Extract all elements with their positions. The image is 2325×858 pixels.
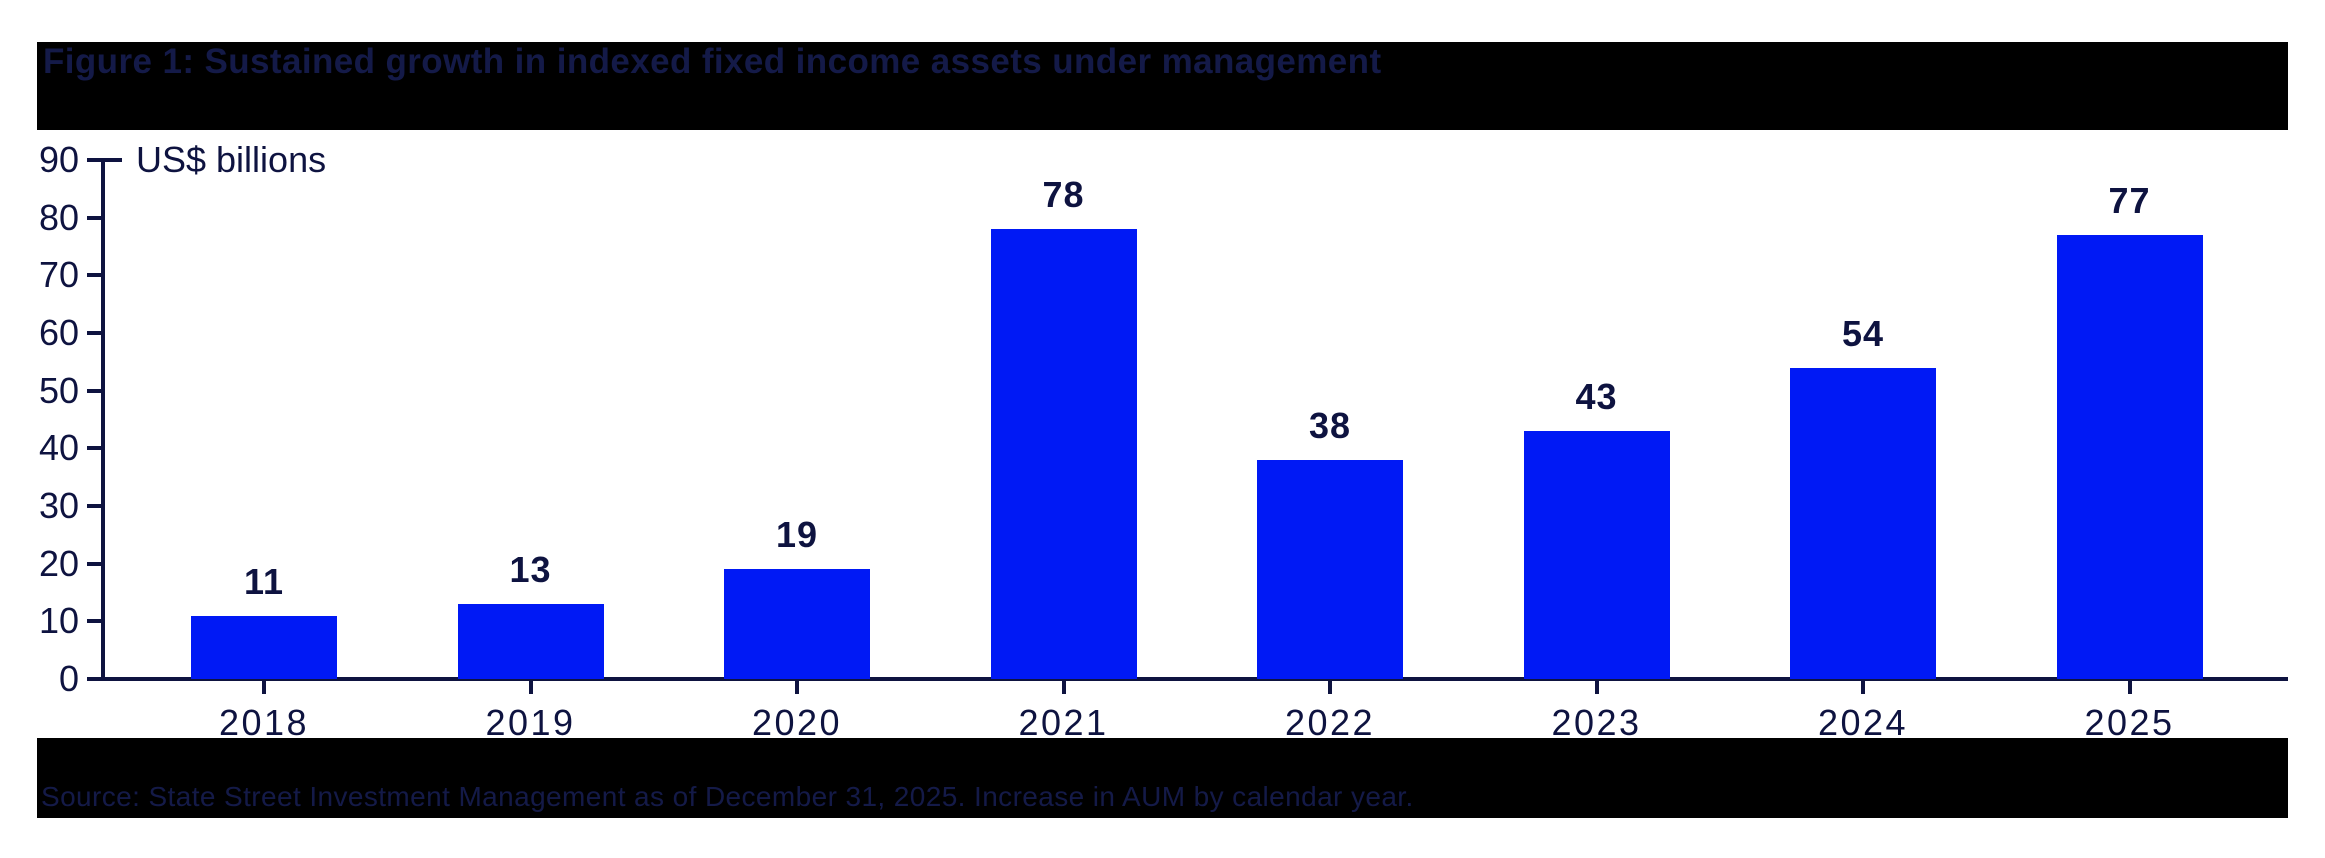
y-tick-label: 30 [38,485,79,526]
y-tick-label: 60 [38,312,79,353]
y-tick-label: 20 [38,542,79,584]
y-tick [87,619,101,624]
y-tick-label: 70 [38,254,79,296]
x-tick [1061,681,1066,694]
y-tick [87,677,101,681]
y-tick-label: 10 [38,600,79,642]
x-tick-label: 2024 [1817,702,1909,743]
y-axis-unit-label: US$ billions [136,139,327,180]
x-tick [1861,681,1865,694]
y-tick [87,561,101,566]
y-tick [87,158,122,162]
figure-title: Figure 1: Sustained growth in indexed fi… [43,42,1382,81]
bar-value-label: 13 [509,549,552,591]
x-tick-label: 2023 [1551,702,1642,743]
bar-value-label: 54 [1841,312,1885,354]
bar-value-label: 78 [1042,174,1085,216]
y-tick-label: 80 [38,196,79,238]
y-tick [87,215,101,220]
bar [1257,459,1403,679]
source-band: Source: State Street Investment Manageme… [37,738,2288,818]
x-tick-label: 2019 [485,702,576,743]
x-tick [795,681,799,694]
y-tick-label: 40 [38,427,79,469]
bar [191,615,337,679]
bar [1790,367,1936,679]
y-tick [87,273,101,278]
y-tick [87,504,101,508]
y-tick-label: 0 [58,658,79,699]
bar [457,604,604,679]
bar-value-label: 11 [243,560,285,602]
y-tick-label: 50 [38,369,79,411]
source-text: Source: State Street Investment Manageme… [41,781,1414,812]
bar [724,569,870,679]
bar [2056,234,2203,679]
y-tick [87,388,101,393]
x-tick-label: 2020 [751,702,843,743]
x-tick [262,681,266,694]
x-tick-label: 2022 [1284,702,1376,743]
x-tick [528,681,533,694]
bar [990,229,1137,679]
x-tick [2127,681,2132,694]
y-tick [87,331,101,335]
x-axis-line [101,677,2288,681]
x-tick-label: 2018 [218,702,310,743]
figure-title-band: Figure 1: Sustained growth in indexed fi… [37,42,2288,130]
x-tick [1328,681,1332,694]
bar-value-label: 19 [775,514,819,556]
bar-value-label: 38 [1308,404,1352,446]
x-tick-label: 2021 [1018,702,1109,743]
bar-value-label: 43 [1575,376,1618,418]
y-tick [87,446,101,451]
bar-value-label: 77 [2108,179,2151,221]
y-tick-label: 90 [38,139,79,180]
x-tick [1594,681,1599,694]
bar [1523,431,1670,679]
y-axis-line [101,158,105,681]
x-tick-label: 2025 [2084,702,2175,743]
